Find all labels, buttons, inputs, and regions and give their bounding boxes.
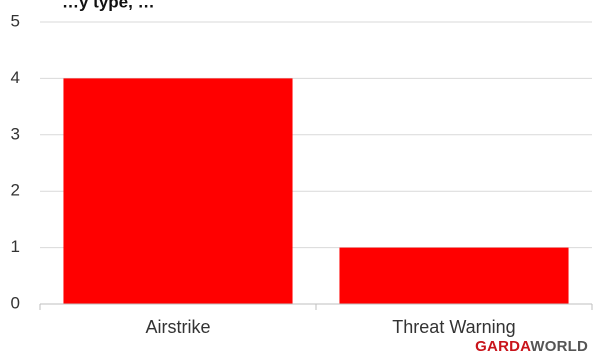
gardaworld-logo: GARDAWORLD (475, 338, 588, 355)
y-tick-label-5: 5 (11, 11, 20, 30)
y-tick-label-4: 4 (11, 68, 20, 87)
x-category-label: Threat Warning (392, 317, 515, 337)
x-axis (39, 303, 593, 310)
y-tick-label-0: 0 (11, 293, 20, 312)
y-tick-label-3: 3 (11, 124, 20, 143)
x-category-label: Airstrike (145, 317, 210, 337)
svg-text:GARDAWORLD: GARDAWORLD (475, 338, 588, 355)
chart-title: …y type, … (62, 0, 155, 11)
x-axis-category-labels: Airstrike Threat Warning (145, 317, 515, 337)
bars (63, 78, 569, 305)
y-axis-tick-labels: 0 1 2 3 4 5 (11, 11, 20, 312)
y-tick-label-2: 2 (11, 181, 20, 200)
bar-threat-warning (339, 247, 569, 304)
logo-text-garda: GARDA (475, 338, 531, 355)
y-tick-label-1: 1 (11, 237, 20, 256)
bar-airstrike (63, 78, 293, 305)
logo-text-world: WORLD (530, 338, 588, 355)
